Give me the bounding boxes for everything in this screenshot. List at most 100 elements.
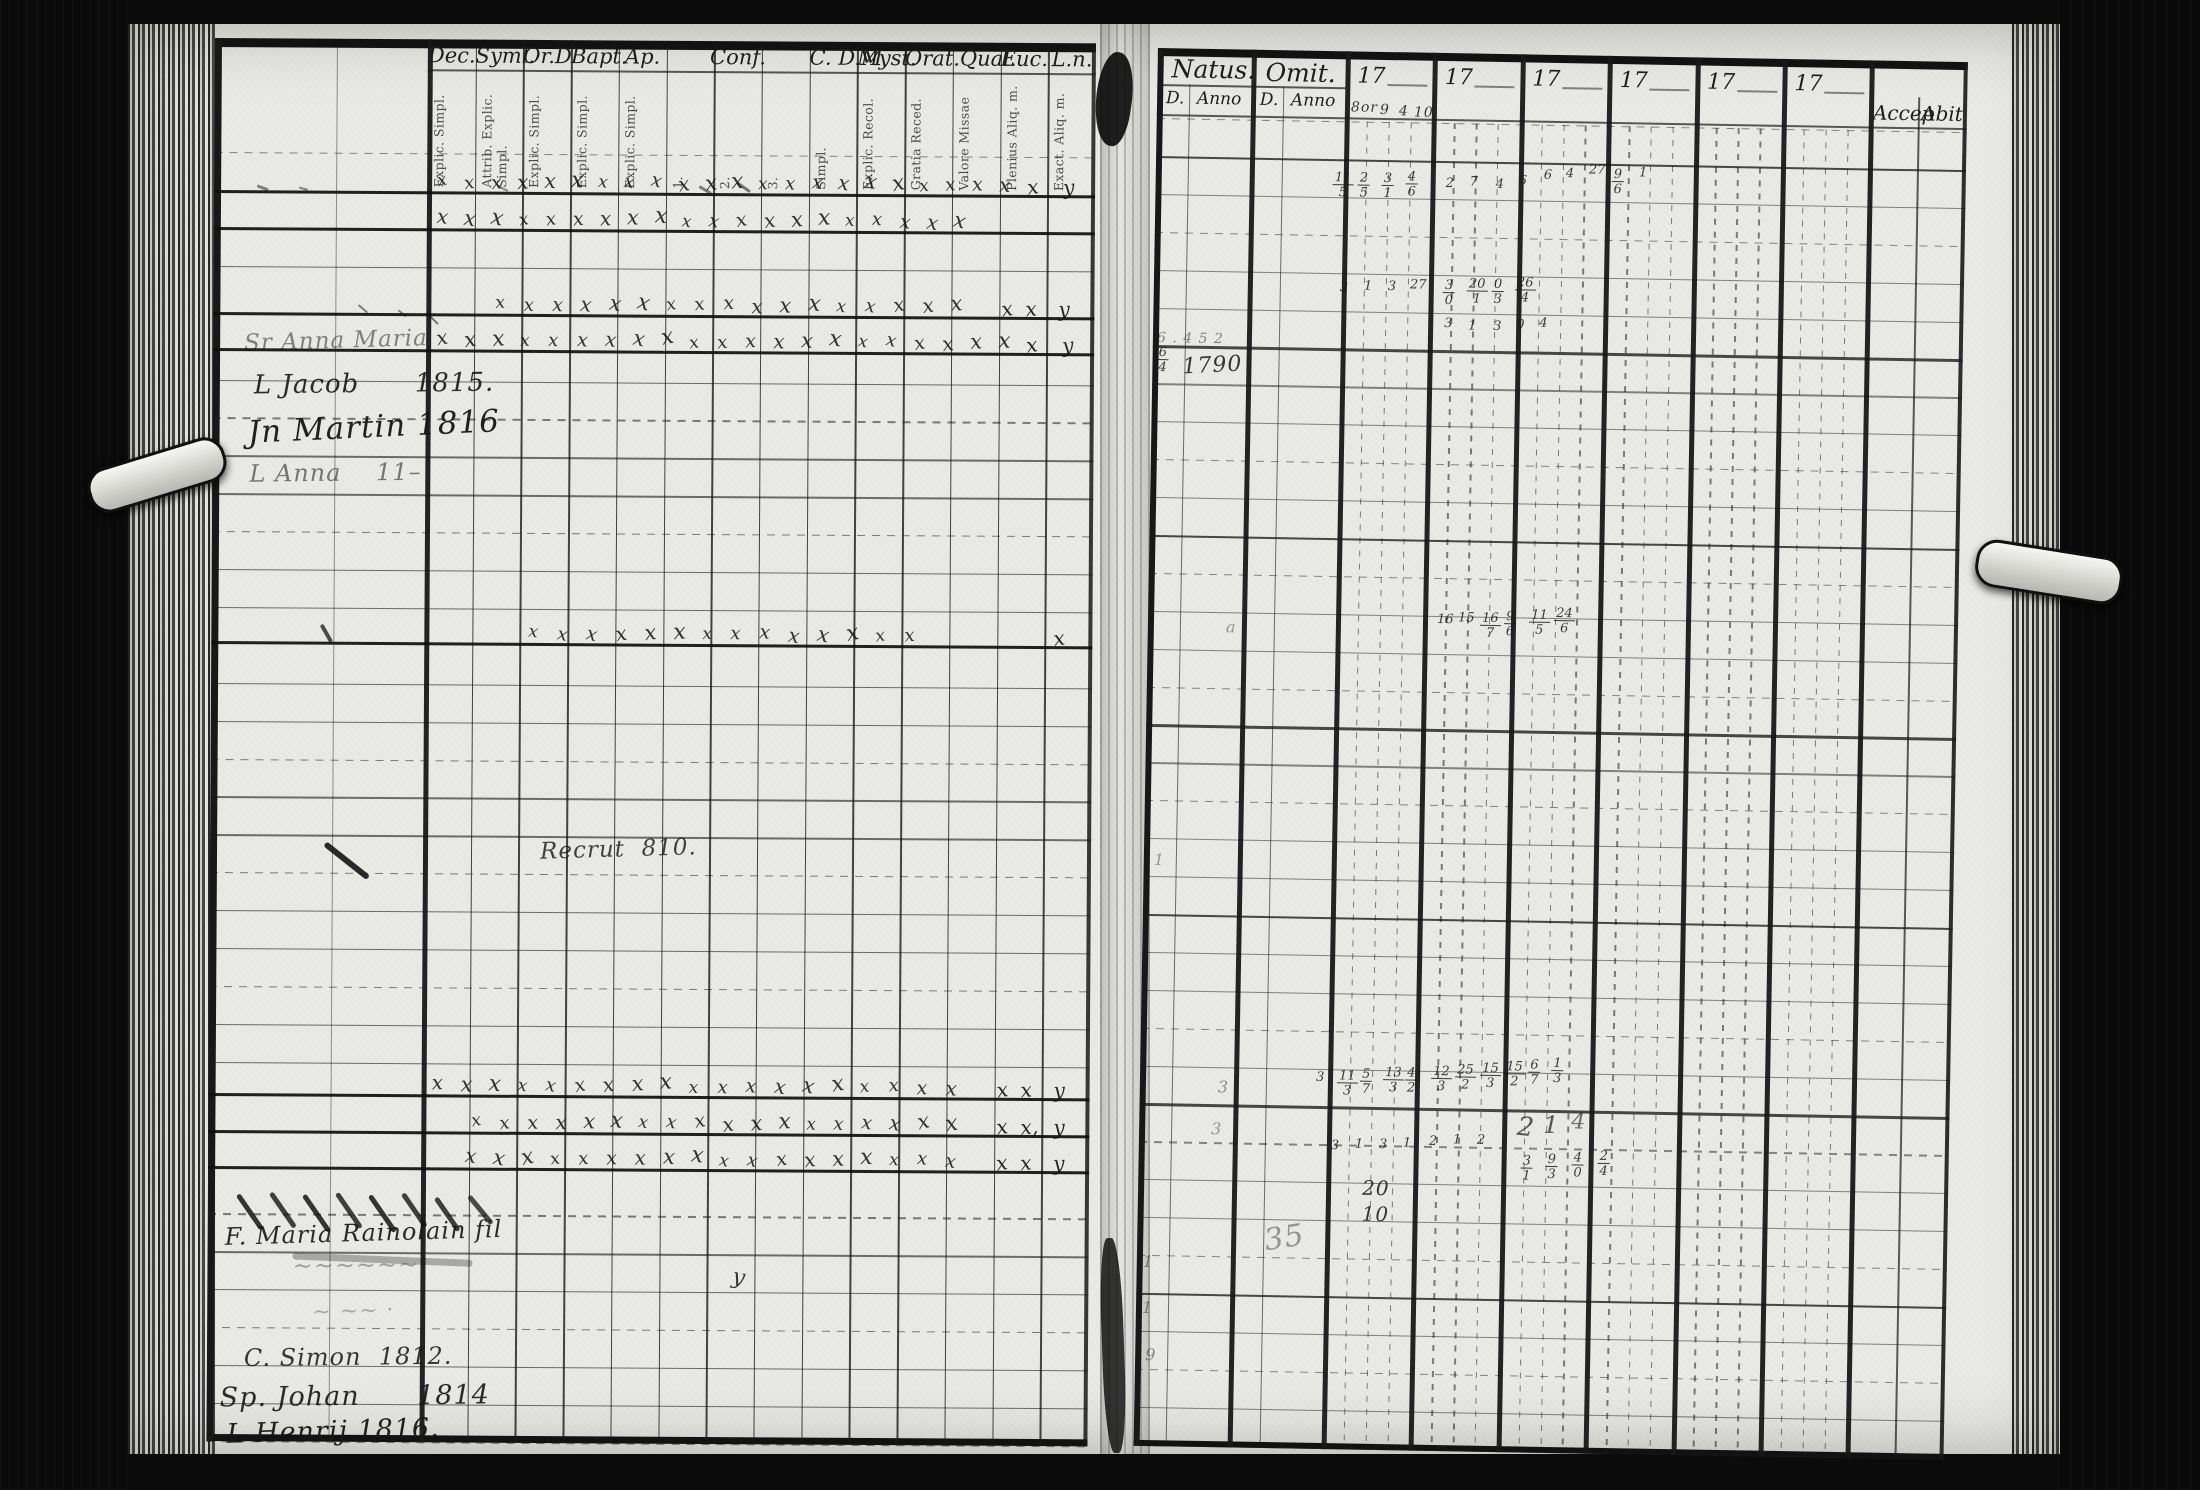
annotation-number: 8or (1350, 99, 1379, 116)
column-divider (1845, 60, 1876, 1459)
ledger-entry: L Anna 11– (249, 457, 422, 488)
annotation-fraction: 3 (1493, 318, 1502, 335)
check-mark: x (972, 173, 984, 196)
year-blank-line (1649, 88, 1690, 92)
column-group-header: Euc. (1000, 46, 1049, 72)
page-edges-left (128, 24, 216, 1454)
row-line (1136, 1292, 1947, 1310)
check-mark: x (630, 1070, 645, 1096)
column-divider (1039, 43, 1050, 1447)
check-mark: y (1053, 1115, 1066, 1140)
ledger-entry: L Jacob 1815. (253, 367, 495, 401)
check-mark: x (758, 621, 772, 645)
check-mark: x (789, 206, 804, 232)
annotation-fraction: 26 4 (1514, 275, 1536, 306)
annotation-fraction: 7 (1469, 174, 1479, 190)
check-mark: x (544, 169, 557, 194)
year-sub-divider (1561, 125, 1587, 1454)
row-line (1142, 951, 1953, 968)
check-mark: x (491, 326, 506, 352)
year-sub-divider (1343, 121, 1369, 1450)
check-mark: x (599, 206, 612, 231)
header-rule (1156, 113, 1967, 130)
check-mark: x (883, 329, 899, 353)
check-mark: x (609, 1107, 625, 1134)
check-mark: x (828, 326, 844, 353)
check-mark: x (856, 331, 869, 353)
row-line (213, 265, 1095, 273)
check-mark: x (680, 211, 693, 233)
check-mark: y (1053, 1078, 1066, 1103)
check-mark: x (734, 208, 750, 233)
check-mark: x (716, 331, 729, 354)
check-mark: x (469, 1110, 483, 1132)
check-mark: x (833, 1113, 845, 1135)
check-mark: x (969, 329, 983, 355)
annotation-fraction: 1 (1363, 278, 1373, 294)
year-header: 17 (1532, 66, 1561, 93)
year-blank-line (1562, 87, 1603, 90)
anno-column-header: Anno (1196, 88, 1242, 110)
check-mark: x (544, 1074, 558, 1097)
annotation-fraction: 4 (1539, 315, 1548, 331)
row-line (1147, 648, 1958, 664)
check-mark: x (860, 1145, 874, 1171)
annotation-fraction: 0 (1516, 317, 1525, 333)
check-mark: x (836, 169, 852, 196)
ledger-entry: y (730, 1264, 749, 1292)
annotation-fraction: 2 (1476, 1132, 1486, 1148)
check-mark: x (749, 1110, 763, 1136)
left-page-table: Dec. Explic. Simpl. Syml. Attrib. Explic. S… (206, 38, 1096, 1450)
row-line (1154, 231, 1965, 248)
check-mark: x (637, 1112, 650, 1134)
year-sub-divider (1605, 126, 1631, 1455)
row-line (208, 1023, 1090, 1031)
column-divider (562, 40, 573, 1444)
column-divider (753, 41, 764, 1445)
column-divider (657, 40, 668, 1444)
annotation-fraction: 11 3 (1336, 1068, 1358, 1099)
row-line (212, 493, 1094, 500)
year-sub-divider (1736, 128, 1762, 1457)
annotation-number: 4 (1398, 103, 1409, 120)
check-mark: x (572, 207, 585, 231)
check-mark: x (874, 625, 887, 647)
annotation-fraction: 6 (1543, 167, 1553, 183)
check-mark: x (945, 1076, 958, 1101)
check-mark: x (551, 293, 564, 317)
annotation-fraction: 1 (1354, 1136, 1364, 1152)
column-divider (514, 39, 525, 1443)
annotation-fraction: 11 5 (1529, 607, 1550, 638)
ledger-entry: Sr Anna Maria (243, 325, 429, 357)
annotation-number: 3 (1217, 1077, 1230, 1097)
annotation-number: 1790 (1181, 351, 1244, 380)
omit-header: Omit. (1265, 57, 1337, 89)
check-mark: x (516, 1075, 529, 1097)
check-mark: x (688, 1078, 699, 1099)
annotation-number: 9 (1145, 1344, 1157, 1365)
check-mark: x (916, 1077, 928, 1100)
row-line (1148, 572, 1959, 589)
check-mark: x (431, 1070, 444, 1095)
annotation-fraction: 15 (1457, 610, 1475, 626)
check-mark: x (635, 289, 653, 317)
column-divider (705, 41, 716, 1445)
check-mark: x (716, 1076, 728, 1099)
check-mark: x (527, 621, 540, 643)
row-line (207, 1289, 1089, 1296)
year-sub-divider (1714, 128, 1740, 1456)
column-group-header: Dec. (427, 43, 476, 68)
check-mark: x (572, 1072, 588, 1097)
check-mark: x (898, 210, 912, 234)
year-sub-divider (1780, 129, 1806, 1458)
check-mark: x (662, 1144, 676, 1169)
check-mark: x (887, 1110, 903, 1136)
row-line (1140, 1027, 1951, 1043)
column-group-header: Conf. (709, 45, 767, 70)
